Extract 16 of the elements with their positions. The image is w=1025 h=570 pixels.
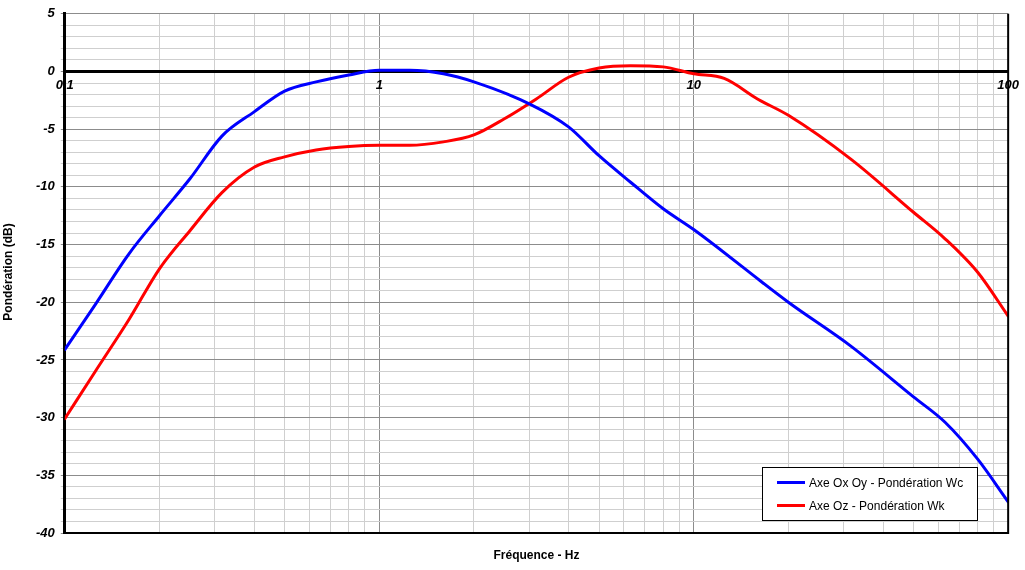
y-tick-label: 5 [47,5,56,21]
y-tick-label: -20 [35,293,56,309]
y-tick-label: -15 [35,236,56,252]
y-axis-title: Pondération (dB) [1,222,15,324]
legend-label: Axe Ox Oy - Pondération Wc [809,475,964,490]
y-tick-label: -30 [35,409,56,425]
y-tick-label: -25 [35,351,56,367]
y-tick-label: -5 [43,120,56,136]
y-tick-label: -10 [35,178,56,194]
y-tick-label: -40 [35,524,56,540]
x-tick-label: 1 [375,76,383,92]
y-tick-label: 0 [47,63,56,79]
x-axis-title: Fréquence - Hz [492,548,581,562]
y-tick-label: -35 [35,466,56,482]
legend-label: Axe Oz - Pondération Wk [809,498,945,513]
x-tick-label: 10 [686,76,702,92]
